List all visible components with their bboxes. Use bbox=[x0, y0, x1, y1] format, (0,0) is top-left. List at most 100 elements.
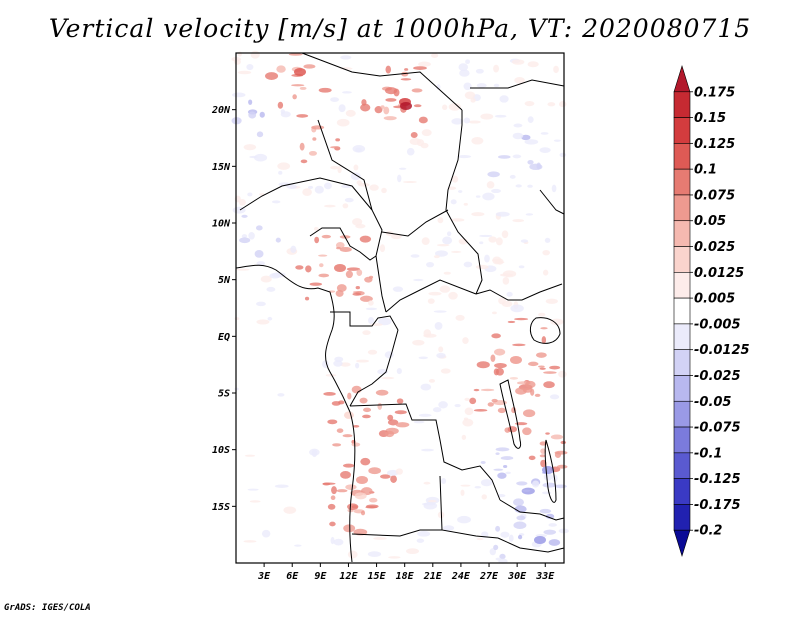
colorbar-label: -0.05 bbox=[694, 395, 731, 410]
shading-blob bbox=[239, 237, 251, 244]
colorbar-label: 0.1 bbox=[694, 163, 717, 178]
colorbar-bin bbox=[673, 194, 691, 222]
shading-blob bbox=[438, 346, 444, 353]
shading-blob bbox=[313, 226, 319, 231]
border-ethiopia bbox=[539, 189, 565, 215]
lon-label: 30E bbox=[507, 571, 527, 582]
shading-blob bbox=[390, 475, 397, 483]
shading-blob bbox=[300, 159, 308, 164]
shading-blob bbox=[412, 339, 425, 346]
shading-blob bbox=[311, 449, 318, 458]
shading-blob bbox=[433, 310, 447, 313]
shading-blob bbox=[522, 409, 536, 418]
shading-blob bbox=[460, 489, 465, 496]
shading-blob bbox=[493, 64, 500, 73]
shading-blob bbox=[343, 411, 354, 419]
shading-blob bbox=[395, 422, 410, 428]
shading-blob bbox=[418, 413, 432, 417]
shading-blob bbox=[271, 200, 281, 204]
shading-blob bbox=[553, 139, 561, 142]
shading-blob bbox=[237, 51, 242, 57]
shading-blob bbox=[384, 430, 395, 438]
shading-blob bbox=[501, 230, 509, 239]
colorbar-label: 0.075 bbox=[694, 188, 735, 203]
shading-blob bbox=[461, 434, 467, 440]
shading-blob bbox=[381, 187, 387, 194]
shading-blob bbox=[365, 307, 378, 311]
shading-blob bbox=[248, 99, 253, 105]
shading-blob bbox=[352, 218, 363, 226]
shading-blob bbox=[296, 114, 309, 118]
shading-blob bbox=[479, 241, 484, 245]
shading-blob bbox=[325, 374, 337, 377]
shading-blob bbox=[487, 402, 494, 407]
shading-blob bbox=[266, 286, 276, 292]
shading-blob bbox=[236, 268, 250, 271]
shading-blob bbox=[331, 401, 341, 406]
colorbar-label: -0.075 bbox=[694, 421, 741, 436]
shading-blob bbox=[556, 464, 568, 469]
shading-blob bbox=[311, 125, 325, 130]
shading-blob bbox=[330, 495, 336, 501]
shading-blob bbox=[509, 174, 516, 179]
colorbar-label: 0.175 bbox=[694, 85, 735, 100]
shading-blob bbox=[443, 271, 451, 275]
shading-blob bbox=[491, 188, 501, 194]
shading-blob bbox=[368, 467, 381, 475]
shading-blob bbox=[265, 72, 279, 80]
shading-blob bbox=[345, 484, 357, 491]
shading-blob bbox=[499, 553, 506, 560]
shading-blob bbox=[442, 525, 455, 531]
shading-blob bbox=[469, 397, 477, 405]
border-angola-zambia bbox=[439, 475, 499, 539]
shading-blob bbox=[283, 506, 297, 514]
border-nigeria bbox=[239, 177, 373, 211]
shading-blob bbox=[303, 64, 316, 69]
shading-blob bbox=[399, 167, 407, 170]
shading-blob bbox=[527, 61, 539, 68]
shading-blob bbox=[278, 170, 283, 175]
colorbar-label: -0.175 bbox=[694, 498, 741, 513]
shading-blob bbox=[474, 486, 481, 489]
shading-blob bbox=[241, 214, 248, 218]
shading-blob bbox=[392, 286, 404, 292]
shading-blob bbox=[277, 101, 284, 109]
shading-blob bbox=[455, 314, 465, 321]
shading-blob bbox=[248, 111, 257, 119]
shading-blob bbox=[404, 68, 409, 71]
shading-blob bbox=[374, 106, 383, 114]
shading-blob bbox=[299, 142, 305, 151]
lat-label: 15S bbox=[212, 502, 230, 513]
shading-blob bbox=[497, 493, 506, 498]
shading-blob bbox=[436, 352, 446, 359]
shading-blob bbox=[340, 362, 351, 367]
colorbar-bin bbox=[673, 504, 691, 531]
shading-blob bbox=[559, 101, 567, 108]
shading-blob bbox=[553, 65, 559, 74]
colorbar-label: -0.025 bbox=[694, 369, 741, 384]
shading-blob bbox=[432, 407, 442, 413]
shading-blob bbox=[355, 362, 360, 369]
shading-blob bbox=[413, 66, 427, 70]
shading-blob bbox=[494, 348, 506, 356]
shading-blob bbox=[495, 447, 510, 452]
shading-blob bbox=[246, 64, 254, 71]
shading-blob bbox=[323, 392, 336, 396]
shading-blob bbox=[427, 298, 435, 304]
shading-blob bbox=[342, 434, 353, 438]
shading-blob bbox=[502, 276, 510, 285]
map-frame bbox=[235, 52, 565, 564]
shading-blob bbox=[514, 76, 525, 84]
velocity-shading bbox=[231, 50, 569, 564]
colorbar-bin bbox=[673, 452, 691, 479]
shading-blob bbox=[541, 491, 552, 495]
lon-label: 18E bbox=[396, 571, 415, 582]
shading-blob bbox=[480, 113, 494, 120]
shading-blob bbox=[234, 317, 240, 321]
lake-tanganyika bbox=[499, 379, 521, 449]
shading-blob bbox=[336, 118, 350, 127]
map-plot-area[interactable] bbox=[231, 50, 569, 567]
shading-blob bbox=[458, 63, 469, 71]
shading-blob bbox=[256, 301, 266, 307]
shading-blob bbox=[335, 241, 345, 249]
